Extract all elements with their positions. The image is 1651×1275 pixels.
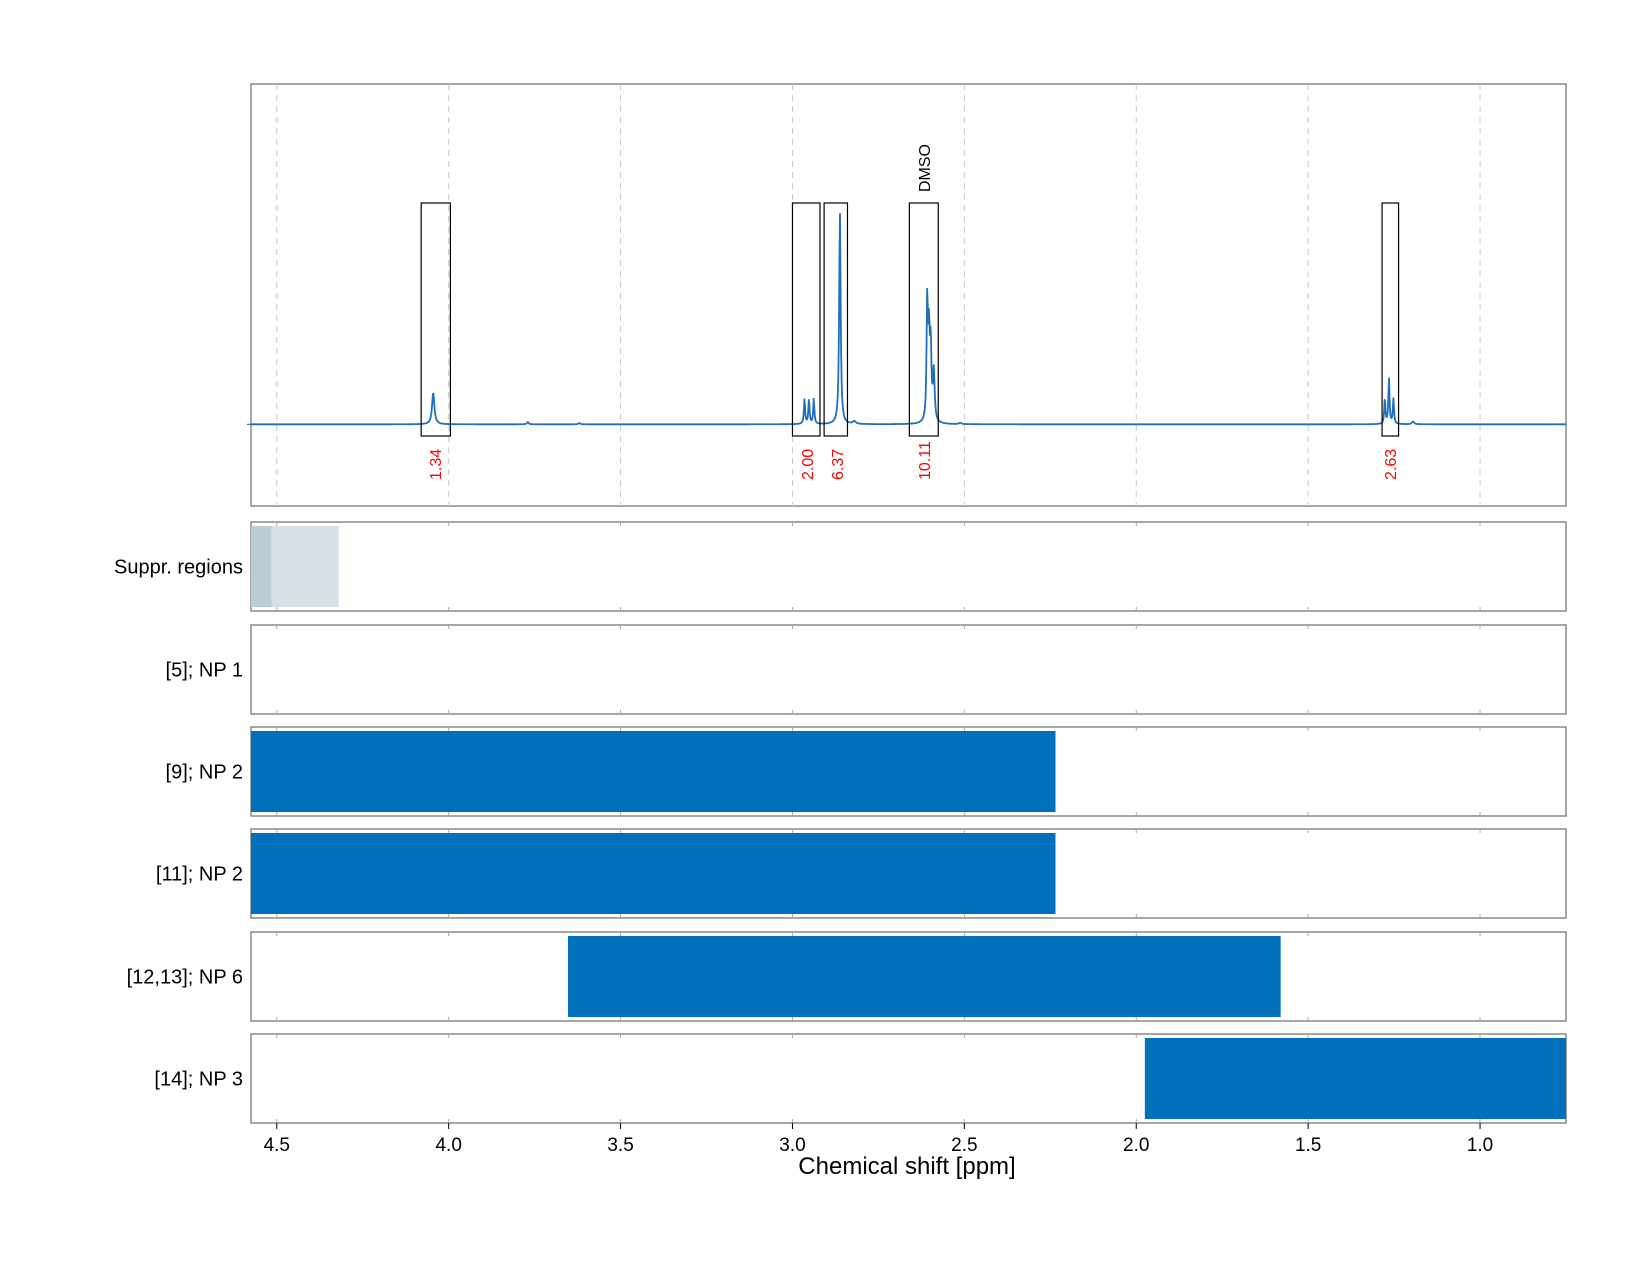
integral-label: 2.00 [800, 449, 817, 480]
range-bar [567, 936, 1281, 1017]
track-label: [12,13]; NP 6 [127, 967, 243, 989]
track-label: Suppr. regions [114, 557, 243, 579]
range-bar [251, 833, 1056, 914]
x-tick-label: 4.5 [264, 1135, 290, 1156]
suppressed-region [271, 526, 339, 607]
x-tick-label: 4.0 [435, 1135, 461, 1156]
range-bar [251, 731, 1056, 812]
integration-box [908, 202, 939, 437]
suppressed-region [251, 526, 272, 607]
integration-box [420, 202, 451, 437]
integration-box [823, 202, 849, 437]
track-label: [14]; NP 3 [154, 1069, 243, 1091]
integral-label: 10.11 [917, 441, 934, 480]
integration-box [1381, 202, 1400, 437]
x-tick-label: 2.5 [951, 1135, 977, 1156]
x-tick-label: 3.0 [779, 1135, 805, 1156]
range-bar [1144, 1038, 1566, 1119]
x-tick-label: 2.0 [1123, 1135, 1149, 1156]
spectrum-frame [250, 83, 1567, 507]
range-tracks: Suppr. regions [5]; NP 1 [9]; NP 2 [11]; NP… [114, 521, 1567, 1124]
integral-label: 2.63 [1383, 449, 1400, 480]
track-frame [250, 521, 1567, 612]
x-tick-label: 1.5 [1295, 1135, 1321, 1156]
integral-label: 1.34 [428, 449, 445, 480]
track-frame [250, 624, 1567, 715]
x-tick-label: 1.0 [1467, 1135, 1493, 1156]
track-label: [11]; NP 2 [156, 864, 243, 886]
x-axis-label: Chemical shift [ppm] [798, 1153, 1015, 1180]
track-label: [9]; NP 2 [166, 762, 243, 784]
integral-label: 6.37 [830, 449, 847, 480]
integration-box [791, 202, 821, 437]
spectrum-panel: 1.34 2.00 6.37 10.11 DMSO 2.63 [247, 83, 1567, 507]
spectrum-line [250, 212, 1567, 426]
x-axis: 4.5 4.0 3.5 3.0 2.5 2.0 1.5 1.0 [264, 1123, 1493, 1156]
peak-annotation: DMSO [917, 144, 934, 192]
track-label: [5]; NP 1 [166, 660, 243, 682]
x-tick-label: 3.5 [607, 1135, 633, 1156]
